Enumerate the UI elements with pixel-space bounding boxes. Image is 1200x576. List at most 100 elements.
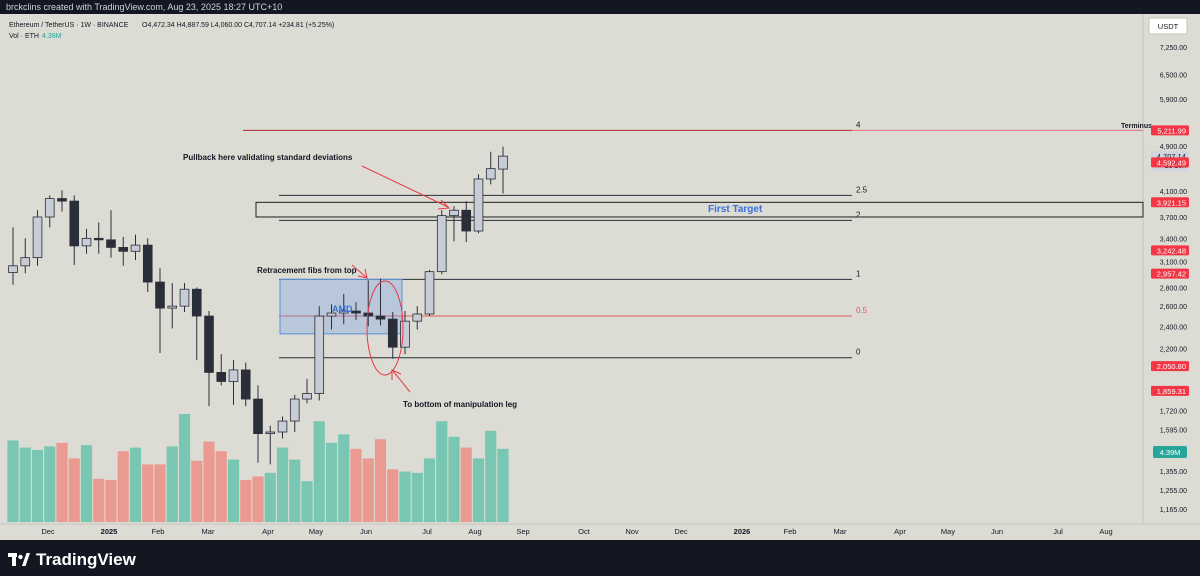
volume-bar	[436, 421, 448, 522]
volume-bar	[387, 469, 399, 522]
volume-bar	[350, 448, 362, 522]
chart-area[interactable]: 4 2.5 2 1 0.5 0 Terminus First Target AMD Pullba…	[0, 14, 1200, 540]
annotation-zones	[255, 201, 1144, 335]
volume-value: 4.39M	[42, 33, 62, 40]
manipulation-arrowhead	[391, 369, 402, 380]
candle-body	[69, 200, 80, 247]
time-tick-label: Jul	[422, 527, 432, 536]
volume-bar	[399, 471, 411, 522]
price-label-box	[1151, 157, 1189, 168]
time-tick-label: Apr	[262, 527, 274, 536]
volume-label-box	[1153, 446, 1187, 458]
candle-body	[81, 237, 92, 247]
time-tick-label: Feb	[784, 527, 797, 536]
time-tick-label: Jul	[1053, 527, 1063, 536]
volume-bar	[448, 436, 460, 522]
volume-bar	[276, 447, 289, 522]
volume-bar	[105, 480, 117, 522]
candle-body	[498, 155, 508, 170]
candle-body	[228, 369, 239, 382]
candle-body	[314, 315, 325, 394]
candle-body	[142, 244, 153, 283]
volume-bar	[411, 472, 423, 522]
volume-bar	[93, 478, 105, 522]
candle-body	[351, 310, 361, 314]
price-label: 2,050.80	[1157, 362, 1186, 371]
time-tick-label: Sep	[516, 527, 529, 536]
price-label: 4,592.49	[1157, 158, 1186, 167]
candle-body	[412, 313, 423, 322]
volume-bar	[227, 459, 240, 522]
candle-body	[20, 257, 31, 267]
fib-level-label: 2.5	[856, 185, 868, 194]
candle-body	[326, 312, 337, 317]
volume-bar	[264, 472, 276, 522]
retracement-arrowhead	[357, 268, 368, 279]
volume-bar	[142, 464, 154, 522]
volume-bar	[313, 421, 325, 522]
fib-levels: 4 2.5 2 1 0.5 0	[243, 120, 1143, 359]
price-tick-label: 7,250.00	[1160, 45, 1187, 52]
price-tick-label: 2,600.00	[1160, 304, 1187, 311]
footer: TradingView	[0, 540, 1200, 576]
chart-background	[0, 14, 1200, 540]
price-label: 3,921.15	[1157, 198, 1186, 207]
volume-bar	[362, 458, 374, 522]
pullback-arrow	[361, 165, 449, 208]
manipulation-arrow	[392, 370, 411, 393]
fib-level-label: 0.5	[856, 306, 868, 315]
volume-bar	[240, 480, 252, 522]
price-label: 3,242.48	[1157, 246, 1186, 255]
price-tick-label: 1,255.00	[1160, 488, 1187, 495]
amd-label: AMD	[332, 304, 353, 314]
first-target-label: First Target	[708, 204, 763, 215]
price-tick-label: 3,100.00	[1160, 260, 1187, 267]
candle-body	[167, 305, 178, 309]
volume-bars	[7, 414, 509, 522]
time-tick-label: Mar	[202, 527, 215, 536]
candle-body	[93, 237, 104, 241]
volume-bar	[215, 451, 227, 522]
candle-body	[289, 398, 300, 422]
candle-body	[204, 315, 214, 373]
volume-bar	[252, 476, 264, 522]
time-axis: Dec 2025 Feb Mar Apr May Jun Jul Aug Sep Oct Nov Dec…	[41, 527, 1112, 536]
price-chart[interactable]: 4 2.5 2 1 0.5 0 Terminus First Target AMD Pullba…	[0, 14, 1200, 540]
time-tick-label: Jun	[991, 527, 1003, 536]
time-tick-label: Nov	[625, 527, 639, 536]
fib-level-label: 2	[856, 210, 861, 219]
price-tick-label: 1,355.00	[1160, 469, 1187, 476]
volume-bar	[80, 445, 93, 522]
volume-label: 4.39M	[1160, 448, 1181, 457]
volume-bar	[472, 458, 485, 522]
price-label-box	[1151, 245, 1189, 256]
candle-body	[240, 369, 251, 400]
price-label: 2,957.42	[1157, 270, 1186, 279]
candle-body	[253, 398, 263, 435]
fib-level-label: 0	[856, 348, 861, 357]
volume-bar	[485, 430, 497, 522]
pullback-arrowhead	[437, 199, 451, 210]
candle-body	[191, 288, 202, 317]
volume-bar	[423, 458, 436, 522]
price-tick-label: 2,400.00	[1160, 324, 1187, 331]
retracement-arrow	[351, 264, 367, 278]
tradingview-logo[interactable]: TradingView	[8, 550, 136, 570]
time-tick-label: Aug	[468, 527, 481, 536]
price-tick-label: 1,720.00	[1160, 409, 1187, 416]
legend: Ethereum / TetherUS · 1W · BINANCE O4,472…	[9, 22, 334, 40]
volume-bar	[129, 447, 142, 522]
time-tick-label: Dec	[674, 527, 688, 536]
volume-bar	[203, 441, 215, 522]
candle-body	[375, 315, 386, 320]
volume-bar	[56, 442, 68, 522]
tradingview-logo-icon	[8, 553, 30, 566]
currency-label: USDT	[1158, 22, 1179, 31]
candle-body	[436, 215, 447, 273]
candle-body	[473, 178, 484, 232]
time-tick-label: Mar	[834, 527, 847, 536]
candle-body	[424, 271, 435, 315]
price-axis: 7,250.006,500.005,900.005,200.004,900.00…	[1148, 17, 1189, 514]
manipulation-circle	[366, 280, 404, 376]
candle-body	[216, 372, 227, 382]
